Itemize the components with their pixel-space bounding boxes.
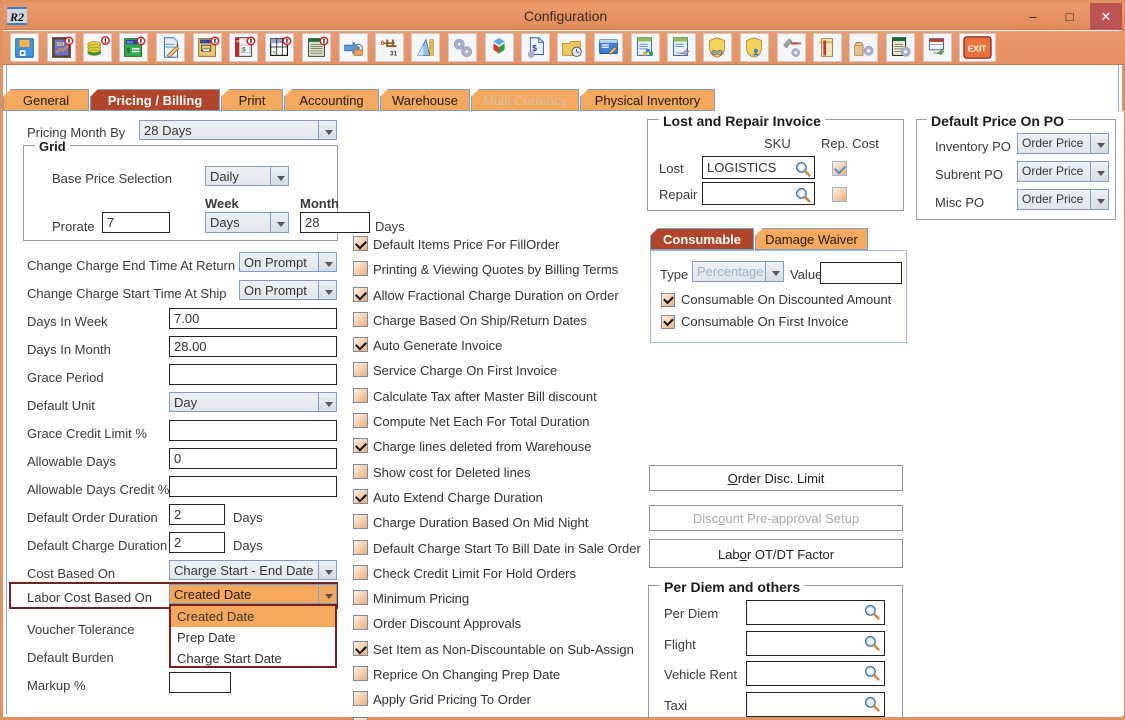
svg-text:PAY: PAY xyxy=(237,39,244,43)
svg-text:INV: INV xyxy=(127,40,134,44)
svg-text:SH: SH xyxy=(56,42,64,48)
svg-text:$: $ xyxy=(242,47,246,54)
svg-text:31: 31 xyxy=(390,50,398,57)
svg-text:EXIT: EXIT xyxy=(968,44,987,54)
svg-text:$: $ xyxy=(127,48,131,55)
svg-text:$: $ xyxy=(532,43,537,53)
